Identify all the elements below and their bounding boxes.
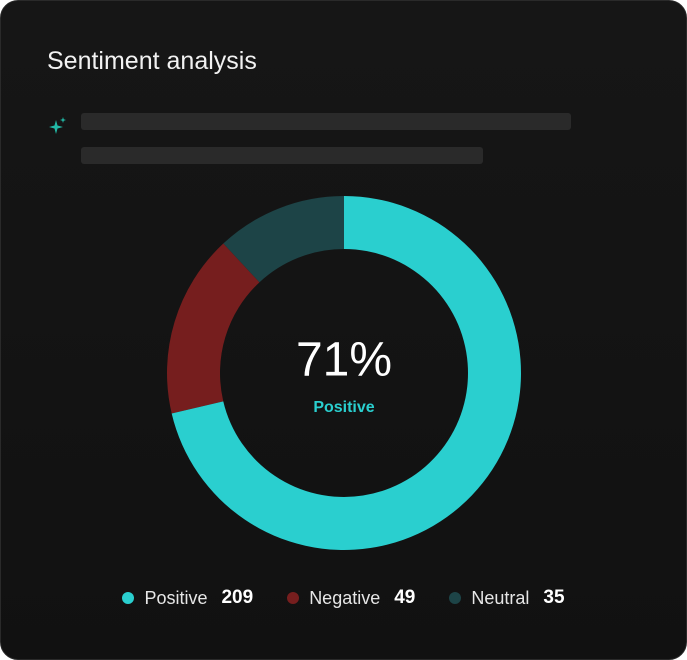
legend-label: Negative (309, 587, 381, 608)
center-label: 71% (296, 334, 392, 387)
donut-chart: 71% Positive (167, 196, 521, 550)
chart-title: Sentiment analysis (47, 47, 257, 75)
donut-segment (223, 196, 344, 283)
legend-swatch (287, 592, 300, 604)
legend: Positive 209 Negative 49 Neutral 35 (1, 587, 686, 609)
legend-label: Positive (144, 587, 208, 608)
legend-value: 209 (221, 587, 254, 608)
legend-item: Negative 49 (287, 587, 415, 609)
donut-segment (171, 196, 521, 550)
legend-label: Neutral (471, 587, 530, 608)
sparkle-icon (49, 117, 66, 134)
legend-value: 35 (543, 587, 565, 608)
legend-swatch (122, 592, 135, 604)
donut-segment (167, 243, 260, 414)
skeleton-line (81, 147, 483, 164)
legend-item: Positive 209 (122, 587, 253, 609)
legend-swatch (449, 592, 462, 604)
legend-value: 49 (394, 587, 416, 608)
legend-item: Neutral 35 (449, 587, 565, 609)
center-caption: Positive (313, 399, 374, 416)
skeleton-line (81, 113, 571, 130)
